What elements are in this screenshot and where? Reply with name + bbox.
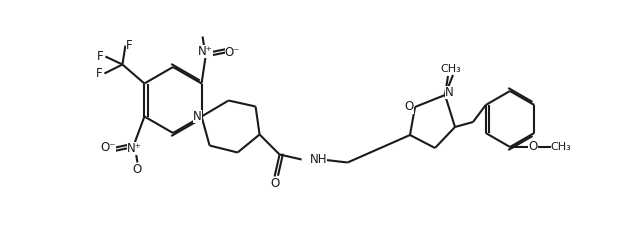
Text: CH₃: CH₃ [550, 142, 571, 152]
Text: O: O [404, 101, 414, 114]
Text: F: F [97, 50, 104, 63]
Text: F: F [126, 39, 133, 52]
Text: N⁺: N⁺ [127, 142, 142, 155]
Text: N⁺: N⁺ [198, 45, 213, 58]
Text: CH₃: CH₃ [441, 64, 462, 74]
Text: O: O [133, 163, 142, 176]
Text: NH: NH [309, 153, 327, 166]
Text: O⁻: O⁻ [101, 141, 116, 154]
Text: F: F [96, 67, 103, 80]
Text: O: O [270, 177, 279, 190]
Text: N: N [193, 110, 202, 123]
Text: O⁻: O⁻ [225, 46, 240, 59]
Text: N: N [445, 85, 454, 98]
Text: O: O [528, 140, 538, 153]
